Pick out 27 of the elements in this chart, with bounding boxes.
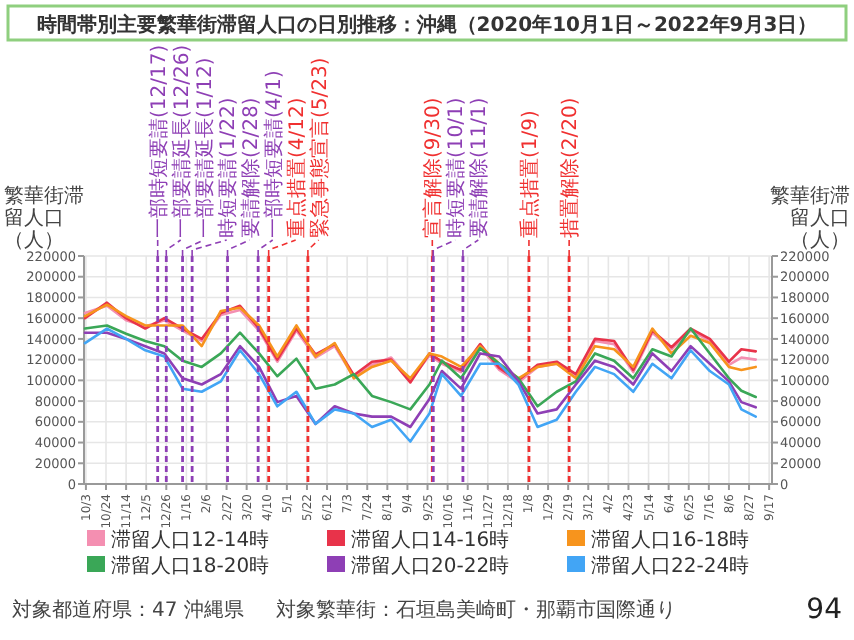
legend-label: 滞留人口22-24時 [591,554,750,578]
line-series [83,324,758,411]
text: 94 [806,594,843,626]
y2-axis-title: 繁華街滞留人口（人） [770,184,850,252]
legend-label: 滞留人口16-18時 [591,528,750,552]
ref-line-label: 時短要請(1/22) [215,97,240,238]
text: 対象都道府県：47 沖縄県 [12,598,244,622]
legend-label: 滞留人口12-14時 [111,528,270,552]
ref-line-label: 宣言解除(9/30) [421,97,446,238]
chart-title: 時間帯別主要繁華街滞留人口の日別推移：沖縄（2020年10月1日～2022年9月3日） [36,13,818,37]
legend-label: 滞留人口14-16時 [351,528,510,552]
ref-line-label: 一部時短要請(4/1) [261,70,286,238]
ref-line-label: 一部要請延長(1/12) [192,57,217,238]
ref-line-label: 重点措置(4/12) [284,97,309,238]
y-axis-title: 繁華街滞留人口（人） [4,184,84,252]
ref-line-label: 重点措置(1/9) [517,110,542,238]
ref-line-label: 要請解除(2/28) [238,97,263,238]
ref-line-label: 一部要請延長(12/26) [169,44,194,238]
ref-line-label: 要請解除(11/1) [467,97,492,238]
ref-line-label: 措置解除(2/20) [558,97,583,238]
legend-label: 滞留人口18-20時 [111,554,270,578]
ref-line-label: 緊急事態宣言(5/23) [307,57,332,238]
legend-label: 滞留人口20-22時 [351,554,510,578]
ref-line-label: 時短要請(10/1) [444,97,469,238]
ref-line-label: 一部時短要請(12/17) [146,44,171,238]
line-series [83,327,758,443]
text: 対象繁華街：石垣島美崎町・那覇市国際通り [275,598,676,622]
